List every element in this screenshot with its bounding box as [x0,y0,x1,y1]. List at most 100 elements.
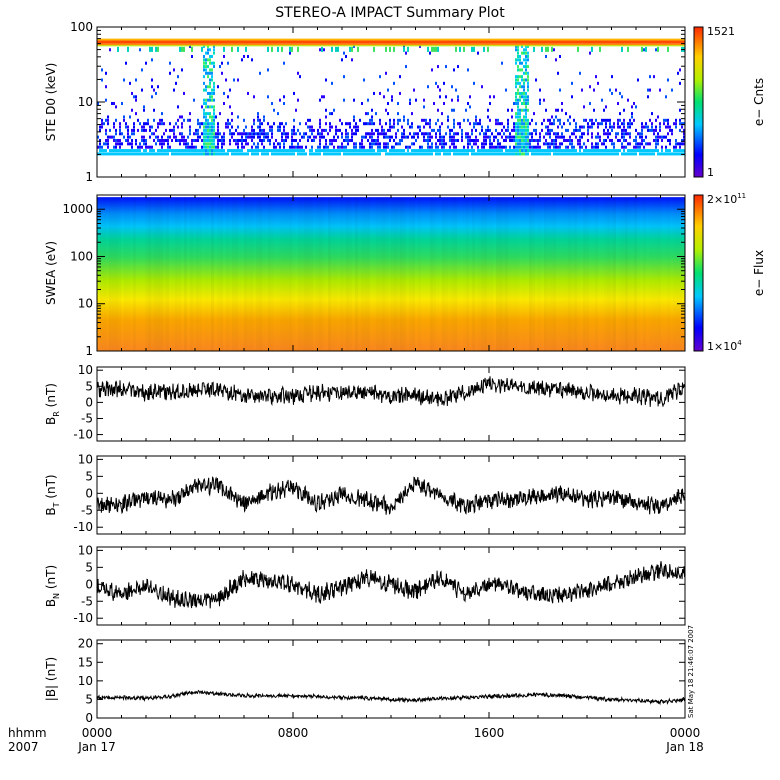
ste-heatmap-cell [161,112,163,116]
ste-heatmap-cell [137,118,139,122]
ste-heatmap-cell [159,142,161,146]
ste-heatmap-cell [189,112,191,116]
ste-heatmap-cell [203,102,205,106]
ste-heatmap-cell [267,149,269,153]
ste-heatmap-cell [597,152,599,156]
ste-heatmap-cell [187,149,189,153]
ste-heatmap-cell [623,149,625,153]
ste-heatmap-cell [309,125,311,129]
ste-heatmap-cell [557,135,559,139]
ste-heatmap-cell [179,152,181,156]
y-tick-label: 1000 [62,202,93,216]
ste-heatmap-cell [525,91,527,95]
ste-heatmap-cell [497,122,499,126]
ste-heatmap-cell [343,145,345,149]
ste-heatmap-cell [293,118,295,122]
ste-heatmap-cell [605,132,607,136]
ste-heatmap-cell [519,112,521,116]
x-tick-label: 0800 [278,726,309,740]
ste-heatmap-cell [261,152,263,156]
ste-heatmap-cell [209,85,211,89]
ste-heatmap-cell [395,132,397,136]
ste-heatmap-cell [119,128,121,132]
data-point [561,695,564,697]
ste-heatmap-cell [207,122,209,126]
ste-heatmap-cell [515,58,517,62]
ste-heatmap-cell [233,132,235,136]
ste-heatmap-cell [603,149,605,153]
ste-heatmap-cell [465,132,467,136]
ste-heatmap-cell [461,128,463,132]
swea-texture [637,197,640,351]
ste-heatmap-cell [391,98,393,102]
ste-heatmap-cell [315,135,317,139]
ste-heatmap-cell [417,125,419,129]
swea-texture [586,197,589,351]
ste-heatmap-cell [449,135,451,139]
ste-heatmap-cell [449,145,451,149]
ste-heatmap-cell [453,132,455,136]
ste-heatmap-cell [227,122,229,126]
ste-heatmap-cell [239,152,241,156]
ste-heatmap-cell [257,142,259,146]
ste-heatmap-cell [387,152,389,156]
ste-heatmap-cell [255,145,257,149]
ste-heatmap-cell [515,149,517,153]
swea-texture [580,197,583,351]
ste-heatmap-cell [105,128,107,132]
ste-heatmap-cell [263,128,265,132]
ste-heatmap-cell [149,145,151,149]
ste-heatmap-cell [369,135,371,139]
ste-heatmap-cell [227,118,229,122]
ste-heatmap-cell [153,152,155,156]
ste-band-fringe [403,46,405,52]
ste-heatmap-cell [229,88,231,92]
ste-heatmap-cell [673,122,675,126]
data-point [292,395,294,397]
ste-heatmap-cell [155,135,157,139]
ste-heatmap-cell [141,68,143,72]
ste-heatmap-cell [377,152,379,156]
ste-heatmap-cell [365,112,367,116]
ste-heatmap-cell [649,75,651,79]
ste-heatmap-cell [661,149,663,153]
data-point [488,583,490,585]
ste-heatmap-cell [489,102,491,106]
ste-heatmap-cell [451,98,453,102]
ste-heatmap-cell [293,91,295,95]
ste-heatmap-cell [375,128,377,132]
ste-heatmap-cell [329,112,331,116]
swea-texture [493,197,496,351]
ste-heatmap-cell [525,71,527,75]
swea-texture [649,197,652,351]
swea-spectrogram [97,195,685,351]
swea-texture [529,197,532,351]
ste-heatmap-cell [607,135,609,139]
ste-heatmap-cell [633,118,635,122]
ste-heatmap-cell [615,149,617,153]
ste-heatmap-cell [177,149,179,153]
ste-heatmap-cell [393,81,395,85]
ste-heatmap-cell [385,152,387,156]
colorbar-max-label: 2×1011 [707,192,746,206]
ste-heatmap-cell [523,122,525,126]
ste-heatmap-cell [521,142,523,146]
ste-heatmap-cell [241,135,243,139]
x-tick-date-label: Jan 18 [665,740,704,754]
ste-heatmap-cell [467,152,469,156]
ste-heatmap-cell [665,118,667,122]
ste-heatmap-cell [345,122,347,126]
ste-heatmap-cell [481,152,483,156]
ste-heatmap-cell [515,61,517,65]
ste-heatmap-cell [675,125,677,129]
ste-heatmap-cell [349,125,351,129]
ste-heatmap-cell [185,152,187,156]
ste-heatmap-cell [595,145,597,149]
ste-heatmap-cell [517,54,519,58]
ste-heatmap-cell [267,132,269,136]
data-point [267,695,270,697]
ste-heatmap-cell [449,138,451,142]
ste-heatmap-cell [601,149,603,153]
ste-heatmap-cell [165,149,167,153]
ste-heatmap-cell [381,128,383,132]
